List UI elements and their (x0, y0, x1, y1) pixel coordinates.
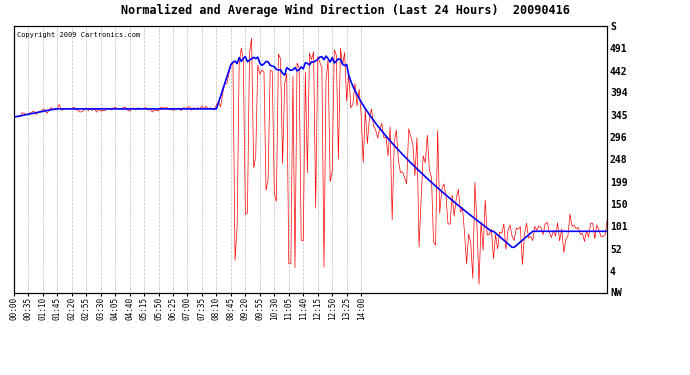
Text: Copyright 2009 Cartronics.com: Copyright 2009 Cartronics.com (17, 32, 140, 38)
Text: Normalized and Average Wind Direction (Last 24 Hours)  20090416: Normalized and Average Wind Direction (L… (121, 4, 569, 17)
